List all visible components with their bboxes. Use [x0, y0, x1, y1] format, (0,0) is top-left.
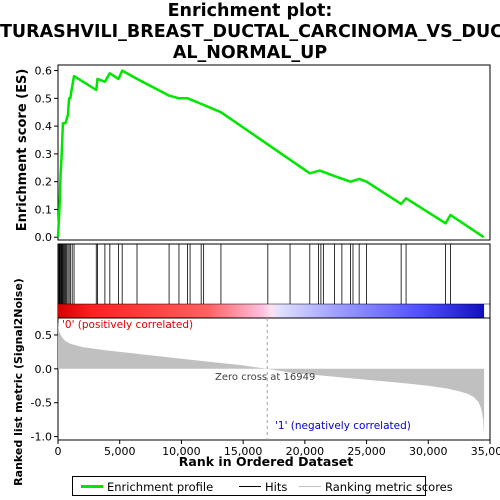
- x-tick-label: 0: [55, 445, 62, 458]
- x-axis-label: Rank in Ordered Dataset: [179, 454, 353, 469]
- metric-ytick-label: -1.0: [31, 431, 52, 444]
- es-frame: [57, 64, 491, 241]
- positive-correlation-label: '0' (positively correlated): [62, 319, 193, 331]
- x-tick-label: 15,000: [224, 445, 263, 458]
- metric-ytick-label: 0.5: [35, 329, 53, 342]
- ranked-metric-panel: 0.5 0.0 -0.5 -1.00 5,000 10,000 15,000 20,000 25…: [31, 317, 500, 458]
- legend-swatch-black: [239, 486, 261, 487]
- legend-label: Enrichment profile: [107, 480, 214, 494]
- title-line: AL_NORMAL_UP: [172, 43, 328, 63]
- x-tick-label: 35,000: [471, 445, 500, 458]
- es-ytick-label: 0.6: [35, 65, 53, 78]
- chart-title: Enrichment plot: TURASHVILI_BREAST_DUCTA…: [0, 1, 500, 64]
- es-ytick-label: 0.2: [35, 176, 53, 189]
- x-tick-label: 10,000: [162, 445, 201, 458]
- es-ytick-label: 0.5: [35, 92, 53, 105]
- title-line: TURASHVILI_BREAST_DUCTAL_CARCINOMA_VS_DU…: [0, 22, 500, 42]
- metric-area: [58, 320, 485, 436]
- x-tick-label: 5,000: [104, 445, 136, 458]
- negative-correlation-label: '1' (negatively correlated): [275, 420, 411, 432]
- x-tick-label: 25,000: [347, 445, 386, 458]
- x-tick-label: 30,000: [409, 445, 448, 458]
- x-tick-label: 20,000: [286, 445, 325, 458]
- es-ytick-label: 0.3: [35, 148, 53, 161]
- legend-swatch-gray: [299, 486, 321, 487]
- hits-panel: [57, 243, 491, 319]
- metric-ytick-label: 0.0: [35, 363, 53, 376]
- es-ytick-label: 0.4: [35, 120, 53, 133]
- es-ytick-label: 0.1: [35, 203, 53, 216]
- es-ytick-label: 0.0: [35, 231, 53, 244]
- metric-axis-label: Ranked list metric (Signal2Noise): [12, 278, 25, 486]
- rank-color-bar: [58, 304, 485, 318]
- legend-label: Ranking metric scores: [325, 480, 453, 494]
- legend: Enrichment profile Hits Ranking metric s…: [72, 476, 453, 496]
- metric-ytick-label: -0.5: [31, 397, 52, 410]
- legend-swatch-green: [81, 485, 103, 488]
- es-curve: [56, 69, 485, 239]
- enrichment-score-panel: 0.0 0.1 0.2 0.3 0.4 0.5 0.6: [35, 64, 491, 244]
- zero-cross-label: Zero cross at 16949: [215, 372, 315, 383]
- legend-label: Hits: [265, 480, 288, 494]
- title-line: Enrichment plot:: [167, 1, 333, 21]
- es-axis-label: Enrichment score (ES): [15, 69, 30, 232]
